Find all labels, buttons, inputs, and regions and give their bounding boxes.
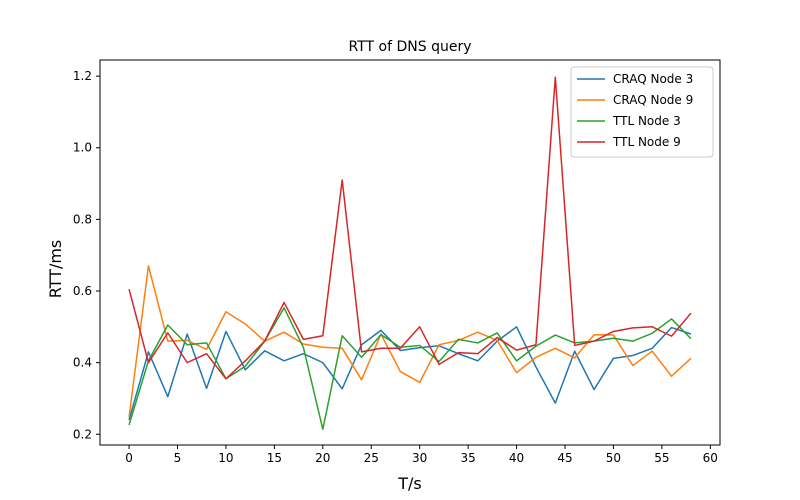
y-tick-label: 0.2 [73,427,92,441]
y-tick-label: 1.2 [73,69,92,83]
legend-label-2: CRAQ Node 9 [613,93,693,107]
y-tick-label: 0.4 [73,356,92,370]
x-tick-label: 60 [703,451,718,465]
legend-label-1: CRAQ Node 3 [613,72,693,86]
x-tick-label: 10 [218,451,233,465]
series-line-3 [128,307,692,430]
y-axis-ticks: 0.2 0.4 0.6 0.8 1.0 1.2 [73,69,100,441]
series-line-1 [128,326,692,421]
x-tick-label: 50 [606,451,621,465]
x-axis-label: T/s [397,474,422,493]
x-tick-label: 20 [315,451,330,465]
x-tick-label: 15 [267,451,282,465]
plot-area [128,76,692,430]
y-tick-label: 0.6 [73,284,92,298]
axes-frame [99,59,721,446]
y-axis-label: RTT/ms [46,240,65,299]
legend: CRAQ Node 3 CRAQ Node 9 TTL Node 3 TTL Node… [570,66,714,158]
x-tick-label: 55 [654,451,669,465]
series-line-4 [128,76,692,380]
legend-label-3: TTL Node 3 [612,114,681,128]
series-line-2 [128,265,692,418]
x-tick-label: 30 [412,451,427,465]
x-tick-label: 25 [364,451,379,465]
y-tick-label: 1.0 [73,141,92,155]
x-axis-ticks: 0 5 10 15 20 25 30 35 40 45 50 55 60 [125,445,718,465]
y-tick-label: 0.8 [73,212,92,226]
x-tick-label: 5 [174,451,182,465]
x-tick-label: 40 [509,451,524,465]
x-tick-label: 0 [125,451,133,465]
x-tick-label: 35 [460,451,475,465]
x-tick-label: 45 [557,451,572,465]
legend-box [570,66,714,158]
chart-title: RTT of DNS query [349,39,472,55]
legend-label-4: TTL Node 9 [612,135,681,149]
